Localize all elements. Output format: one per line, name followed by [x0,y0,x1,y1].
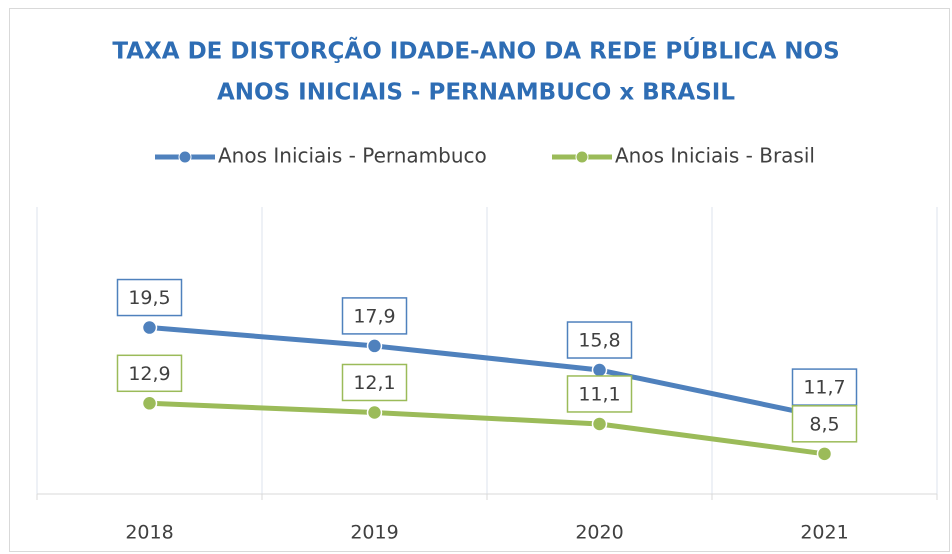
data-label: 19,5 [128,287,170,309]
data-point [366,338,383,354]
data-label-box [566,321,633,359]
data-point [141,319,158,336]
data-label: 17,9 [353,305,395,327]
data-point [816,446,833,462]
legend-marker [575,150,589,164]
legend-label: Anos Iniciais - Brasil [615,144,815,168]
data-label-box [791,368,858,406]
data-label-box [791,405,858,443]
x-tick-label: 2020 [575,522,623,544]
x-tick-label: 2021 [800,522,848,544]
data-label-box [341,363,408,402]
data-point [591,416,608,432]
data-label: 12,9 [128,363,170,385]
chart-title: TAXA DE DISTORÇÃO IDADE-ANO DA REDE PÚBL… [112,37,839,65]
legend-marker [178,150,192,164]
data-label: 15,8 [578,330,620,352]
series-line [149,325,826,420]
data-label-box [116,354,183,393]
data-label-box [566,375,633,413]
data-point [591,362,608,378]
legend-label: Anos Iniciais - Pernambuco [218,144,487,168]
data-label: 8,5 [809,413,839,435]
x-tick-label: 2018 [125,522,173,544]
data-label: 11,7 [803,377,845,399]
data-label-box [116,278,183,317]
data-label: 11,1 [578,383,620,405]
series-line [149,400,825,457]
chart-title: ANOS INICIAIS - PERNAMBUCO x BRASIL [217,80,735,106]
data-point [141,395,158,412]
x-tick-label: 2019 [350,522,398,544]
data-label: 12,1 [353,372,395,394]
data-label-box [341,297,408,335]
data-point [366,404,383,421]
